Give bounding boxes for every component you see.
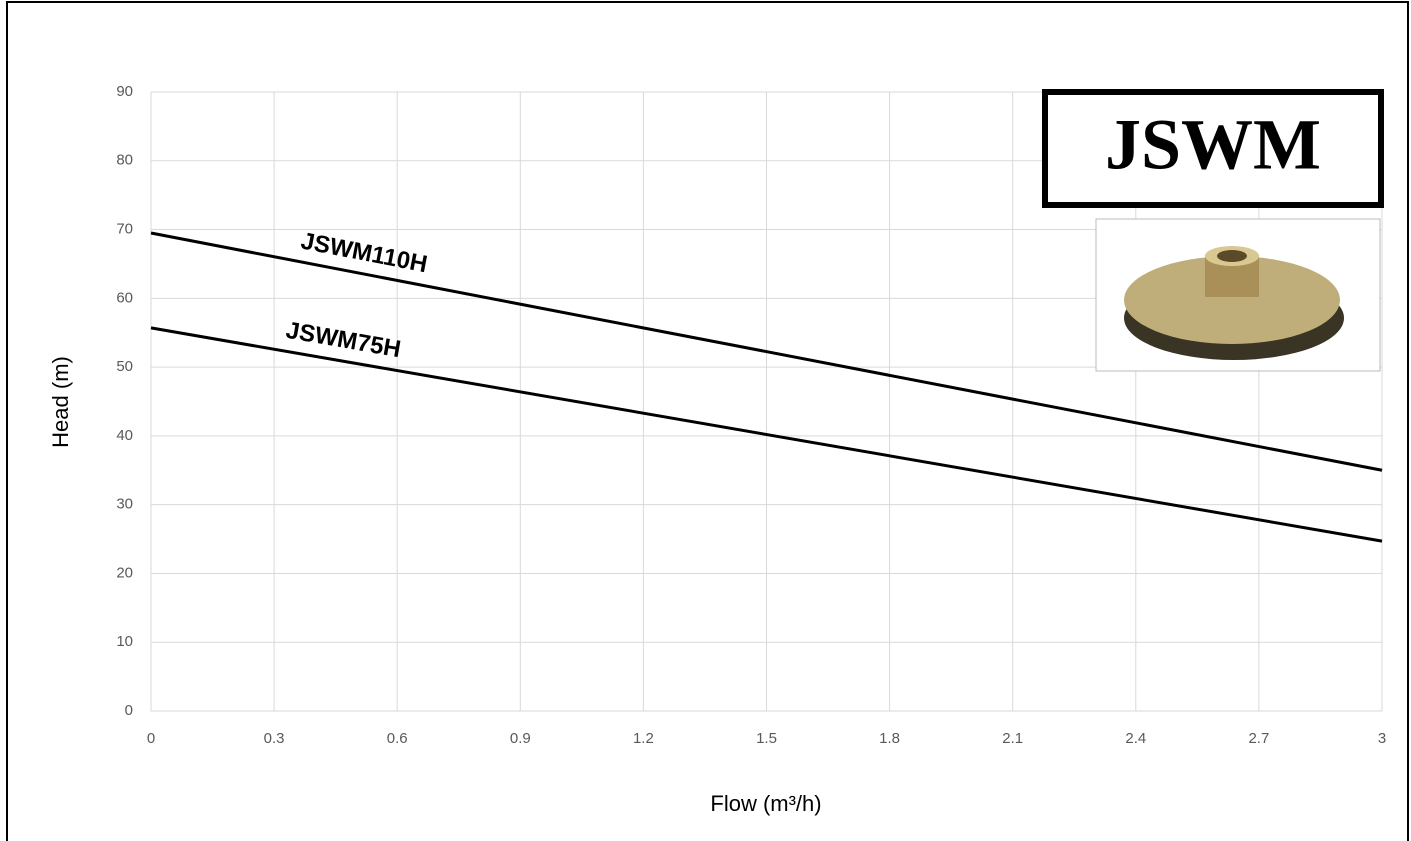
x-tick-label: 0.6 (387, 730, 408, 747)
series-line (150, 326, 1383, 543)
x-tick-label: 2.7 (1248, 730, 1269, 747)
y-tick-label: 30 (116, 496, 133, 513)
y-axis-label: Head (m) (48, 356, 73, 448)
x-axis-label: Flow (m³/h) (710, 791, 821, 816)
y-tick-label: 80 (116, 152, 133, 169)
x-tick-label: 3 (1378, 730, 1386, 747)
x-tick-label: 0 (147, 730, 155, 747)
logo-box (1042, 89, 1384, 208)
x-tick-label: 1.2 (633, 730, 654, 747)
x-tick-label: 1.5 (756, 730, 777, 747)
x-tick-label: 2.1 (1002, 730, 1023, 747)
y-tick-label: 40 (116, 427, 133, 444)
x-tick-label: 2.4 (1125, 730, 1146, 747)
impeller-image (1095, 218, 1381, 372)
y-tick-label: 60 (116, 289, 133, 306)
y-tick-label: 10 (116, 633, 133, 650)
logo-text: JSWM (1105, 105, 1321, 185)
x-tick-label: 0.3 (264, 730, 285, 747)
impeller-disc (1124, 256, 1340, 344)
y-tick-label: 90 (116, 83, 133, 100)
y-tick-label: 20 (116, 564, 133, 581)
y-tick-label: 70 (116, 221, 133, 238)
series-line (150, 231, 1383, 472)
impeller-hub-hole (1217, 250, 1247, 262)
y-tick-label: 0 (125, 702, 133, 719)
plot-area: 0 10 20 30 40 50 60 70 80 90 0 0.3 0.6 0.9 1.2 1.5 1.8 2.… (116, 83, 1386, 747)
x-tick-label: 0.9 (510, 730, 531, 747)
x-tick-label: 1.8 (879, 730, 900, 747)
y-tick-label: 50 (116, 358, 133, 375)
